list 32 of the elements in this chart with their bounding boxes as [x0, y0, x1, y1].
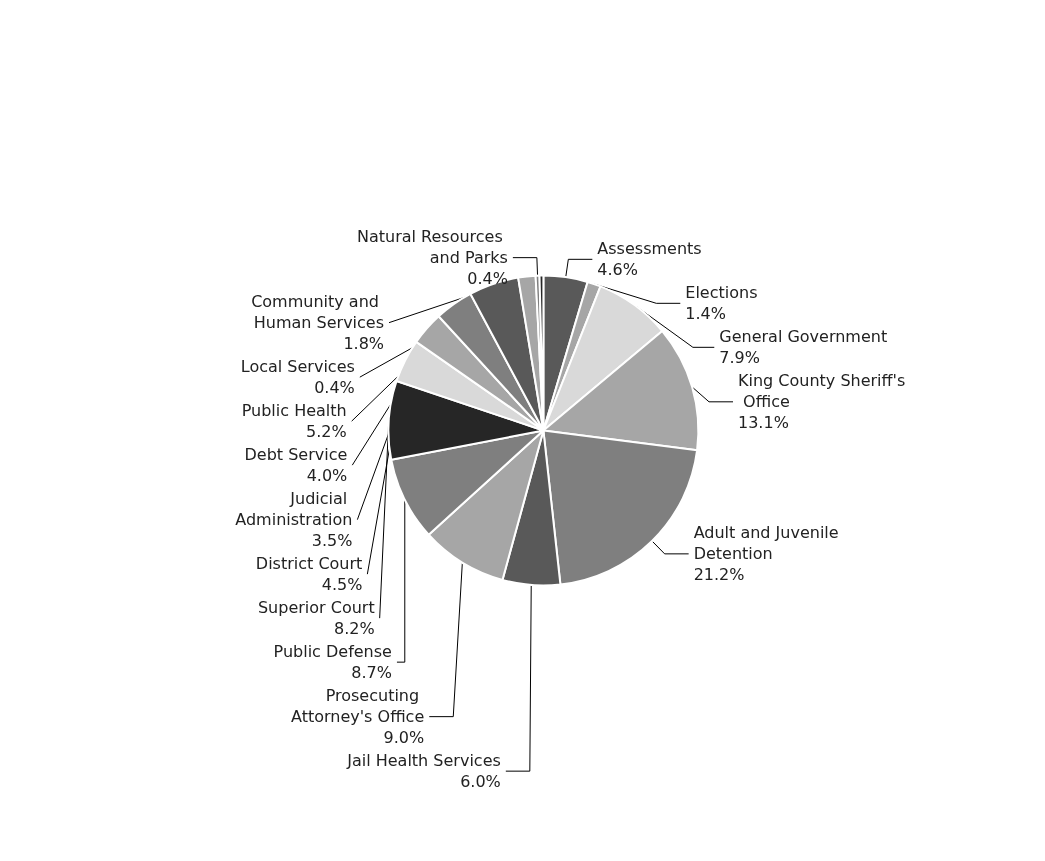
data-label: 21.2% — [693, 565, 745, 585]
slice-label: Judicial Administration — [235, 489, 353, 530]
data-label: 1.4% — [685, 304, 726, 324]
slice-label: Community and Human Services — [251, 292, 385, 333]
data-label: 4.0% — [306, 466, 348, 486]
slice-label: District Court — [255, 554, 363, 574]
data-label: 3.5% — [311, 531, 353, 551]
slice-label: King County Sheriff's Office — [738, 371, 906, 412]
data-label: 8.7% — [351, 663, 392, 683]
slice-label: General Government — [719, 327, 888, 347]
slice-label: Prosecuting Attorney's Office — [290, 686, 425, 727]
slice-label: Public Defense — [273, 642, 392, 662]
slice-label: Adult and Juvenile Detention — [693, 523, 844, 564]
data-label: 4.6% — [597, 260, 638, 280]
data-label: 0.4% — [467, 269, 508, 289]
data-label: 6.0% — [460, 772, 501, 792]
slice-label: Debt Service — [244, 445, 348, 465]
data-label: 4.5% — [321, 575, 363, 595]
data-label: 1.8% — [343, 334, 385, 354]
slice-label: Natural Resources and Parks — [356, 227, 508, 268]
data-label: 13.1% — [738, 413, 789, 433]
slice-label: Superior Court — [257, 598, 375, 618]
slice-label: Elections — [685, 283, 758, 303]
data-label: 7.9% — [719, 348, 760, 368]
slice-label: Local Services — [240, 357, 355, 377]
slice-label: Public Health — [241, 401, 347, 421]
data-label: 0.4% — [314, 378, 355, 398]
slice-label: Assessments — [597, 239, 702, 259]
slice-label: Jail Health Services — [346, 751, 501, 771]
data-label: 5.2% — [306, 422, 347, 442]
data-label: 8.2% — [334, 619, 375, 639]
data-label: 9.0% — [383, 728, 425, 748]
